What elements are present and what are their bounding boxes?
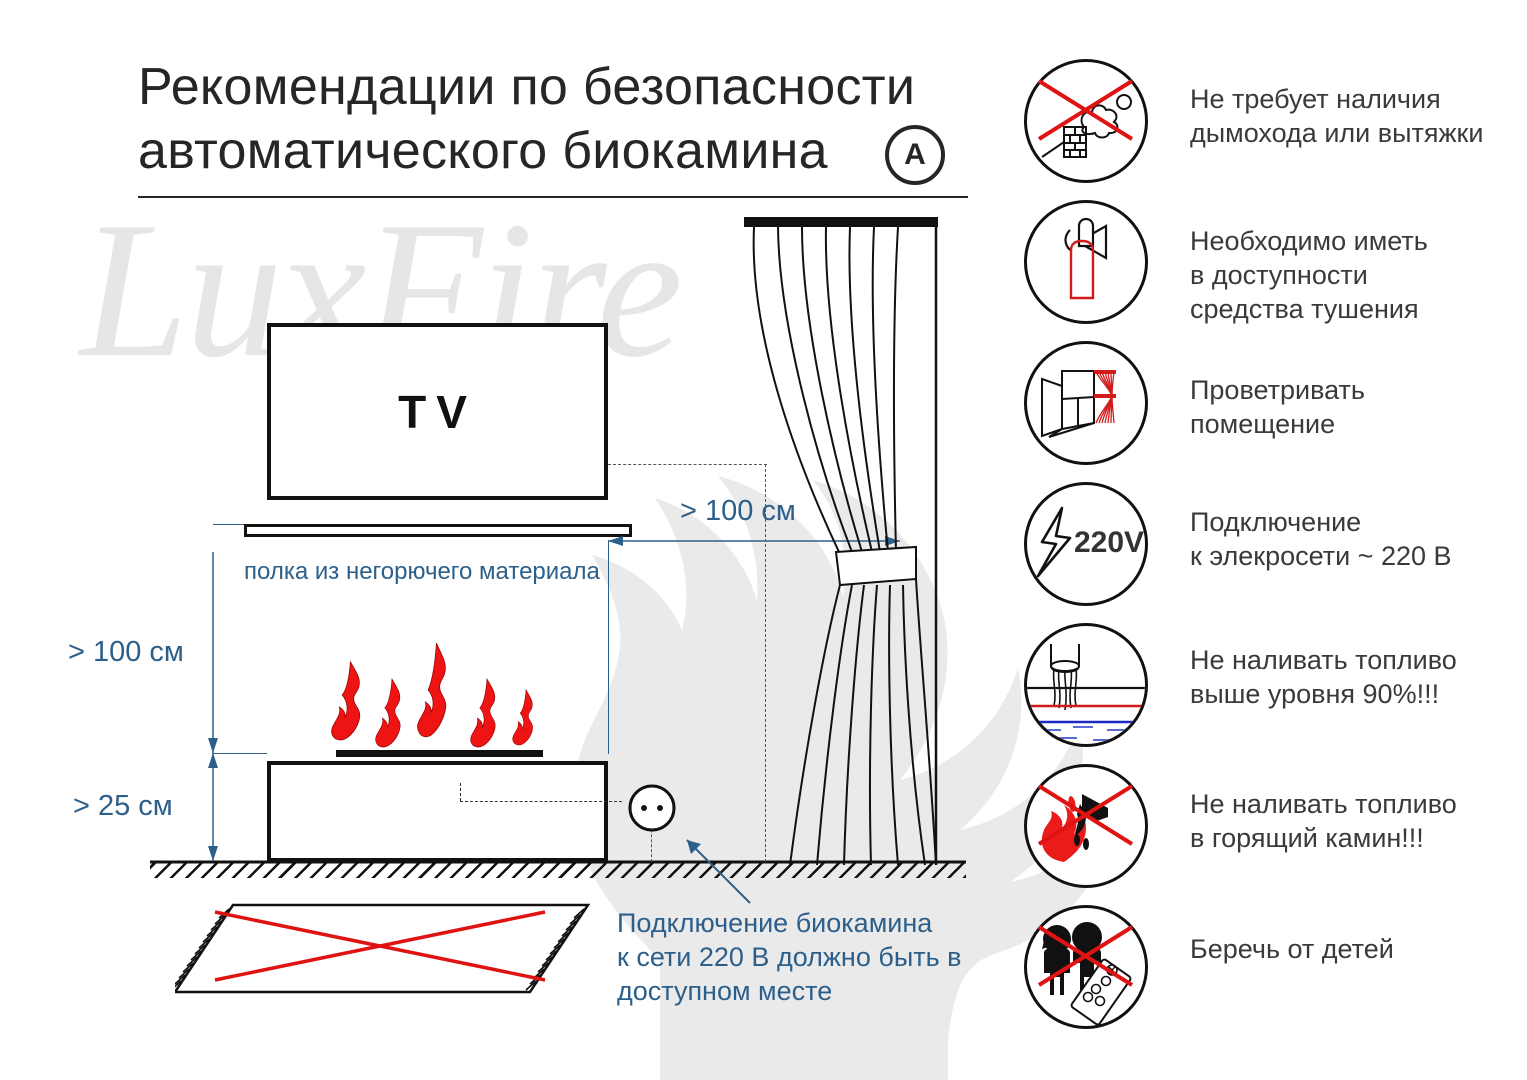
svg-text:220V: 220V (1074, 526, 1144, 559)
